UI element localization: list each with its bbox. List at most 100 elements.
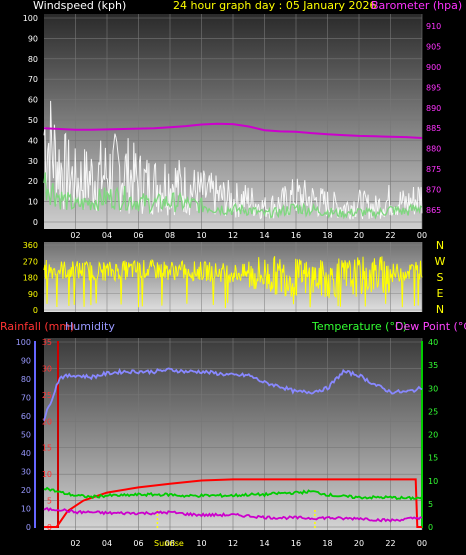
wind-x-tick-label: 20 (354, 231, 364, 240)
temperature-tick-label: 40 (428, 338, 438, 347)
barometer-tick-label: 895 (426, 83, 441, 92)
climate-x-tick-label: 22 (385, 539, 395, 548)
humidity-tick-label: 100 (16, 338, 31, 347)
rainfall-axis-title: Rainfall (mm) (0, 320, 74, 333)
humidity-tick-label: 20 (21, 486, 31, 495)
windspeed-y-ticks: 0 10 20 30 40 50 60 70 80 90 100 (23, 14, 38, 227)
climate-panel: 0 10 20 30 40 50 60 70 80 90 100 0 5 10 15 20 25 30 35 0 5… (16, 338, 438, 548)
humidity-tick-label: 30 (21, 468, 31, 477)
climate-x-tick-label: 06 (133, 539, 143, 548)
barometer-y-ticks: 865 870 875 880 885 890 895 900 905 910 (426, 22, 441, 215)
direction-grid (44, 242, 423, 312)
wind-panel: 0 10 20 30 40 50 60 70 80 90 100 865 870 875 880 885 89… (23, 14, 441, 240)
barometer-tick-label: 905 (426, 43, 441, 52)
windspeed-tick-label: 10 (28, 198, 38, 207)
climate-x-tick-label: 14 (259, 539, 269, 548)
direction-tick-label: 270 (23, 257, 38, 266)
barometer-tick-label: 900 (426, 63, 441, 72)
temperature-tick-label: 25 (428, 407, 438, 416)
compass-label: N (436, 303, 444, 316)
temperature-y-ticks: 0 5 10 15 20 25 30 35 40 (428, 338, 438, 532)
rainfall-tick-label: 20 (42, 417, 52, 426)
direction-series (43, 256, 423, 309)
wind-x-tick-label: 06 (133, 231, 143, 240)
humidity-y-ticks: 0 10 20 30 40 50 60 70 80 90 100 (16, 338, 31, 532)
humidity-axis-title: Humidity (65, 320, 115, 333)
barometer-tick-label: 870 (426, 185, 441, 194)
wind-x-tick-label: 12 (228, 231, 238, 240)
humidity-tick-label: 70 (21, 394, 31, 403)
wind-x-tick-label: 16 (291, 231, 301, 240)
compass-label: N (436, 239, 444, 252)
rainfall-tick-label: 35 (42, 338, 52, 347)
wind-x-tick-label: 14 (259, 231, 269, 240)
climate-x-tick-label: 04 (102, 539, 112, 548)
wind-x-tick-label: 04 (102, 231, 112, 240)
barometer-axis-title: Barometer (hpa) (371, 0, 462, 12)
direction-tick-label: 90 (28, 290, 38, 299)
rainfall-line (44, 478, 422, 528)
climate-x-tick-label: 16 (291, 539, 301, 548)
direction-y-ticks: 0 90 180 270 360 (23, 241, 38, 315)
barometer-tick-label: 910 (426, 22, 441, 31)
temperature-tick-label: 10 (428, 477, 438, 486)
climate-series (43, 367, 423, 528)
humidity-tick-label: 0 (26, 523, 31, 532)
rainfall-tick-label: 10 (42, 470, 52, 479)
windspeed-tick-label: 100 (23, 14, 38, 23)
windspeed-tick-label: 80 (28, 55, 38, 64)
barometer-tick-label: 890 (426, 104, 441, 113)
wind-x-tick-label: 10 (196, 231, 206, 240)
temperature-tick-label: 0 (428, 523, 433, 532)
direction-tick-label: 360 (23, 241, 38, 250)
barometer-tick-label: 885 (426, 124, 441, 133)
wind-x-tick-label: 08 (165, 231, 175, 240)
barometer-line (43, 122, 423, 139)
sunrise-label: Sunrise (154, 539, 184, 548)
climate-x-tick-label: 20 (354, 539, 364, 548)
windspeed-tick-label: 30 (28, 157, 38, 166)
temperature-axis-title: Temperature (°C) (311, 320, 407, 333)
temperature-line (43, 486, 423, 501)
temperature-tick-label: 15 (428, 454, 438, 463)
windspeed-tick-label: 50 (28, 116, 38, 125)
barometer-tick-label: 865 (426, 206, 441, 215)
direction-tick-label: 180 (23, 274, 38, 283)
temperature-tick-label: 20 (428, 431, 438, 440)
windspeed-tick-label: 40 (28, 136, 38, 145)
windspeed-tick-label: 60 (28, 96, 38, 105)
wind-x-tick-label: 02 (70, 231, 80, 240)
dewpoint-line (43, 506, 423, 523)
direction-tick-label: 0 (33, 306, 38, 315)
climate-x-tick-label: 08 (165, 539, 175, 548)
climate-x-tick-label: 10 (196, 539, 206, 548)
humidity-tick-label: 60 (21, 412, 31, 421)
climate-x-tick-label: 02 (70, 539, 80, 548)
rainfall-tick-label: 30 (42, 364, 52, 373)
rainfall-tick-label: 25 (42, 391, 52, 400)
wind-average-line (43, 172, 423, 220)
windspeed-tick-label: 90 (28, 34, 38, 43)
climate-x-tick-label: 00 (417, 539, 427, 548)
humidity-tick-label: 80 (21, 375, 31, 384)
humidity-line (43, 367, 423, 422)
compass-label: S (437, 271, 444, 284)
humidity-tick-label: 50 (21, 431, 31, 440)
wind-x-tick-label: 22 (385, 231, 395, 240)
humidity-tick-label: 90 (21, 357, 31, 366)
wind-x-tick-label: 00 (417, 231, 427, 240)
temperature-tick-label: 30 (428, 384, 438, 393)
compass-label: E (437, 287, 444, 300)
dewpoint-axis-title: Dew Point (°C) (395, 320, 466, 333)
wind-x-ticks: 02 04 06 08 10 12 14 16 18 20 22 00 (70, 231, 427, 240)
barometer-tick-label: 880 (426, 145, 441, 154)
windspeed-axis-title: Windspeed (kph) (33, 0, 126, 12)
rainfall-tick-label: 15 (42, 444, 52, 453)
rainfall-tick-label: 5 (47, 497, 52, 506)
climate-x-tick-label: 18 (322, 539, 332, 548)
wind-direction-line (43, 256, 423, 309)
climate-x-ticks: 02 04 06 08 10 12 14 16 18 20 22 00 (70, 539, 427, 548)
